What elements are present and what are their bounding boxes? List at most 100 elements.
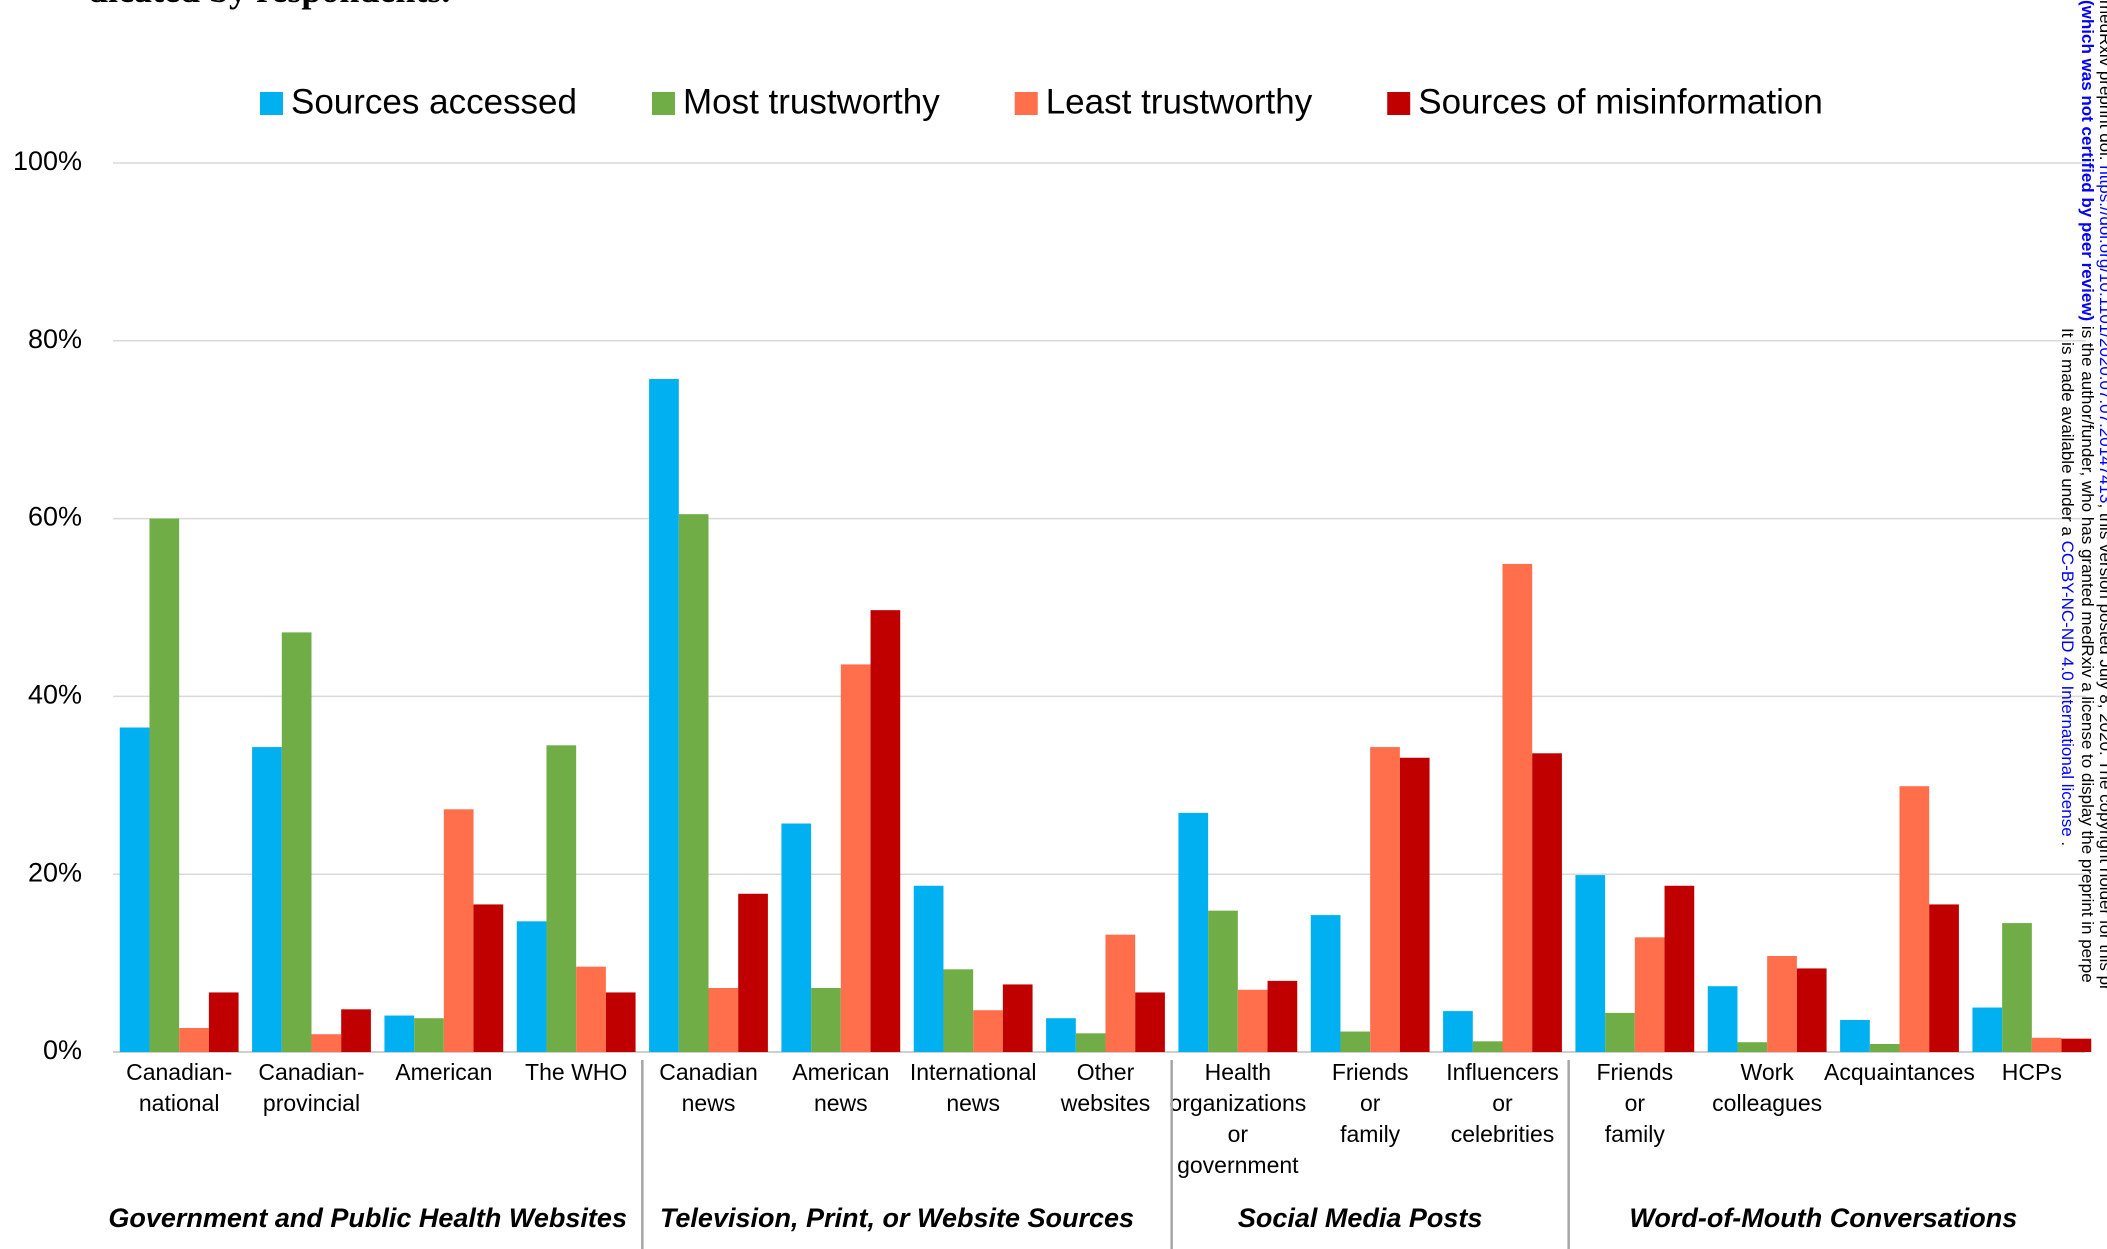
legend-swatch [651, 92, 675, 115]
bar [1634, 937, 1665, 1052]
legend-label: Sources accessed [291, 82, 577, 121]
x-tick-label: HCPs [2002, 1059, 2062, 1085]
watermark-text: ; this version posted July 8, 2020. The … [2096, 503, 2107, 991]
bar [1737, 1042, 1768, 1052]
bar [252, 747, 282, 1052]
bar [473, 904, 504, 1052]
y-tick-label: 0% [43, 1035, 82, 1065]
bar [1340, 1031, 1371, 1052]
bar [1443, 1011, 1473, 1052]
x-tick-label: Canadian news [659, 1059, 757, 1116]
bar [1575, 875, 1606, 1052]
bar [1664, 885, 1695, 1052]
watermark-text: (which was not certified by peer review) [2078, 0, 2097, 321]
bar [281, 632, 312, 1052]
legend-label: Least trustworthy [1046, 82, 1313, 121]
x-tick-label: Influencers or celebrities [1446, 1059, 1559, 1147]
bar [840, 664, 871, 1052]
x-tick-label: Canadian-national [126, 1059, 232, 1116]
x-tick-label: Health organizations or government [1169, 1059, 1306, 1178]
watermark-text: https://doi.org/10.1101/2020.07.07.20147… [2096, 165, 2107, 503]
bar [443, 809, 474, 1052]
x-tick-label: Other websites [1060, 1059, 1150, 1116]
bar [1135, 992, 1165, 1052]
group-label: Social Media Posts [1238, 1203, 1483, 1233]
group-label: Television, Print, or Website Sources [660, 1203, 1134, 1233]
bar [2002, 923, 2032, 1052]
bar [1472, 1041, 1503, 1052]
watermark-text: It is made available under a [2058, 328, 2077, 541]
legend-swatch [1387, 92, 1411, 115]
group-label: Government and Public Health Websites [108, 1203, 627, 1233]
bar [1399, 757, 1430, 1052]
group-label: Word-of-Mouth Conversations [1629, 1203, 2017, 1233]
bar [341, 1009, 371, 1052]
bar [1178, 812, 1209, 1052]
watermark-line: medRxiv preprint doi: https://doi.org/10… [2096, 0, 2107, 991]
bar [208, 992, 239, 1052]
watermark-line: (which was not certified by peer review)… [2078, 0, 2097, 983]
bar [149, 518, 180, 1052]
x-tick-label: American [395, 1059, 492, 1085]
bar [973, 1010, 1003, 1052]
bar [811, 987, 841, 1052]
bar [384, 1015, 415, 1052]
watermark-text: . [2058, 837, 2077, 846]
x-tick-label: Work colleagues [1712, 1059, 1822, 1116]
bar [1605, 1012, 1635, 1052]
bar [1370, 747, 1400, 1052]
x-tick-label: Canadian-provincial [258, 1059, 364, 1116]
bar [1105, 934, 1136, 1052]
bar [179, 1027, 209, 1052]
bar [1502, 563, 1533, 1052]
watermark-text: is the author/funder, who has granted me… [2078, 321, 2097, 983]
bar [943, 969, 974, 1052]
bar [1972, 1007, 2003, 1052]
bar [1237, 989, 1268, 1052]
bar [546, 745, 577, 1052]
bar [1707, 986, 1738, 1052]
bar [1767, 955, 1797, 1052]
x-tick-label: Friends or family [1332, 1059, 1409, 1147]
bar [2031, 1037, 2062, 1052]
bar [576, 966, 606, 1052]
watermark-line: It is made available under a CC-BY-NC-ND… [2058, 328, 2077, 846]
legend-label: Most trustworthy [683, 82, 940, 121]
bar [1532, 753, 1562, 1052]
bar [605, 992, 636, 1052]
x-tick-label: Acquaintances [1824, 1059, 1975, 1085]
bar [1310, 915, 1341, 1052]
bar [708, 987, 739, 1052]
bar [649, 379, 679, 1053]
heading-fragment: dicated by respondents. [88, 0, 450, 10]
x-tick-label: International news [910, 1059, 1037, 1116]
bar [1869, 1043, 1900, 1052]
x-tick-label: Friends or family [1596, 1059, 1673, 1147]
legend-label: Sources of misinformation [1418, 82, 1823, 121]
bar [870, 610, 901, 1052]
bar [2061, 1038, 2092, 1052]
x-tick-label: The WHO [525, 1059, 627, 1085]
bar [311, 1034, 342, 1052]
bar [781, 823, 812, 1052]
bar [1075, 1033, 1106, 1052]
watermark-text: medRxiv preprint doi: [2096, 0, 2107, 165]
legend-swatch [260, 92, 283, 115]
bar [1840, 1019, 1870, 1052]
y-tick-label: 80% [28, 324, 82, 354]
bar [678, 514, 709, 1052]
bar [1208, 910, 1238, 1052]
bar [738, 893, 768, 1052]
bar [414, 1018, 444, 1052]
watermark-text: CC-BY-NC-ND 4.0 International license [2058, 541, 2077, 837]
bar [1796, 968, 1827, 1052]
bar [1267, 980, 1298, 1052]
y-tick-label: 100% [13, 146, 82, 176]
bar [516, 921, 547, 1052]
x-tick-label: American news [792, 1059, 889, 1116]
legend-swatch [1014, 92, 1038, 115]
bar [1002, 984, 1033, 1052]
y-tick-label: 40% [28, 680, 82, 710]
bar [1899, 786, 1930, 1052]
